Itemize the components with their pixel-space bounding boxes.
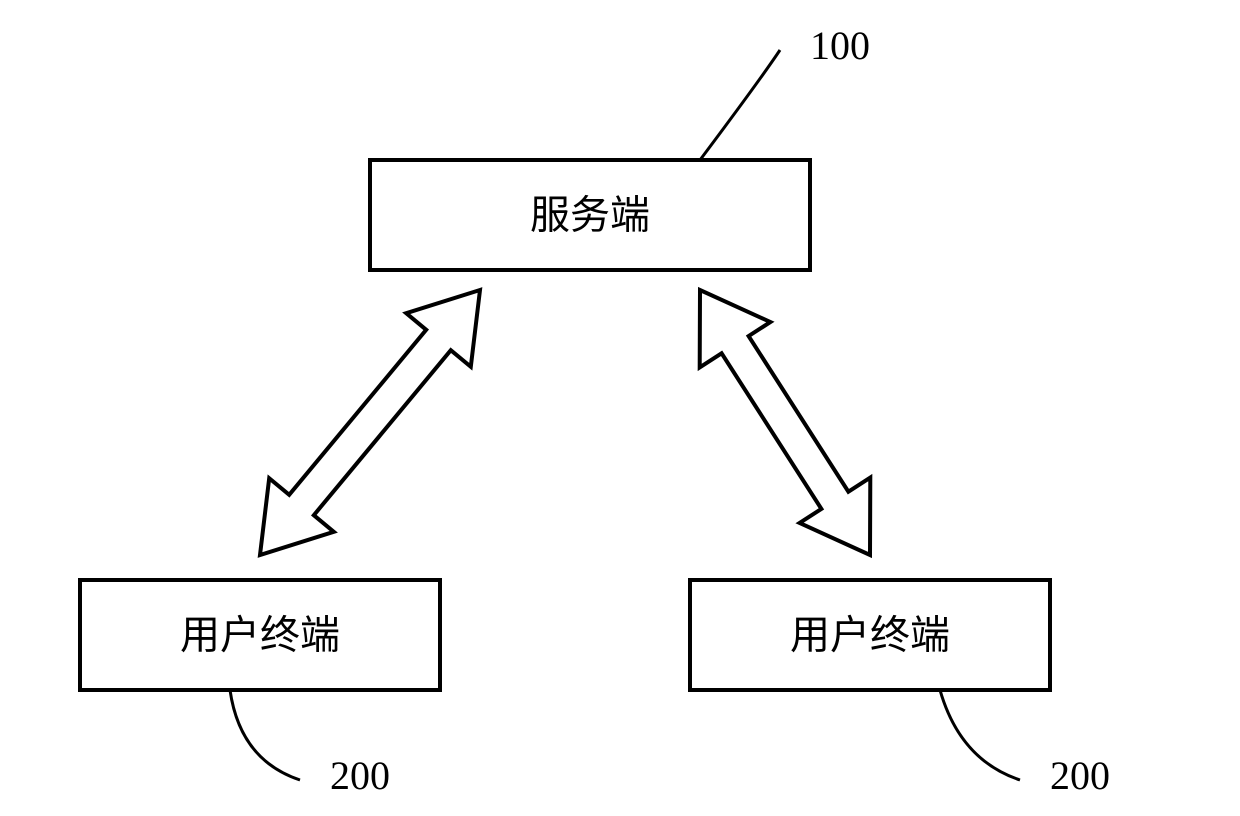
callout-label-server: 100 [810, 23, 870, 68]
node-label-client2: 用户终端 [790, 613, 950, 658]
architecture-diagram: 服务端 100 用户终端 200 用户终端 200 [0, 0, 1240, 816]
callout-label-client1: 200 [330, 753, 390, 798]
node-label-client1: 用户终端 [180, 613, 340, 658]
node-label-server: 服务端 [530, 193, 650, 238]
callout-label-client2: 200 [1050, 753, 1110, 798]
